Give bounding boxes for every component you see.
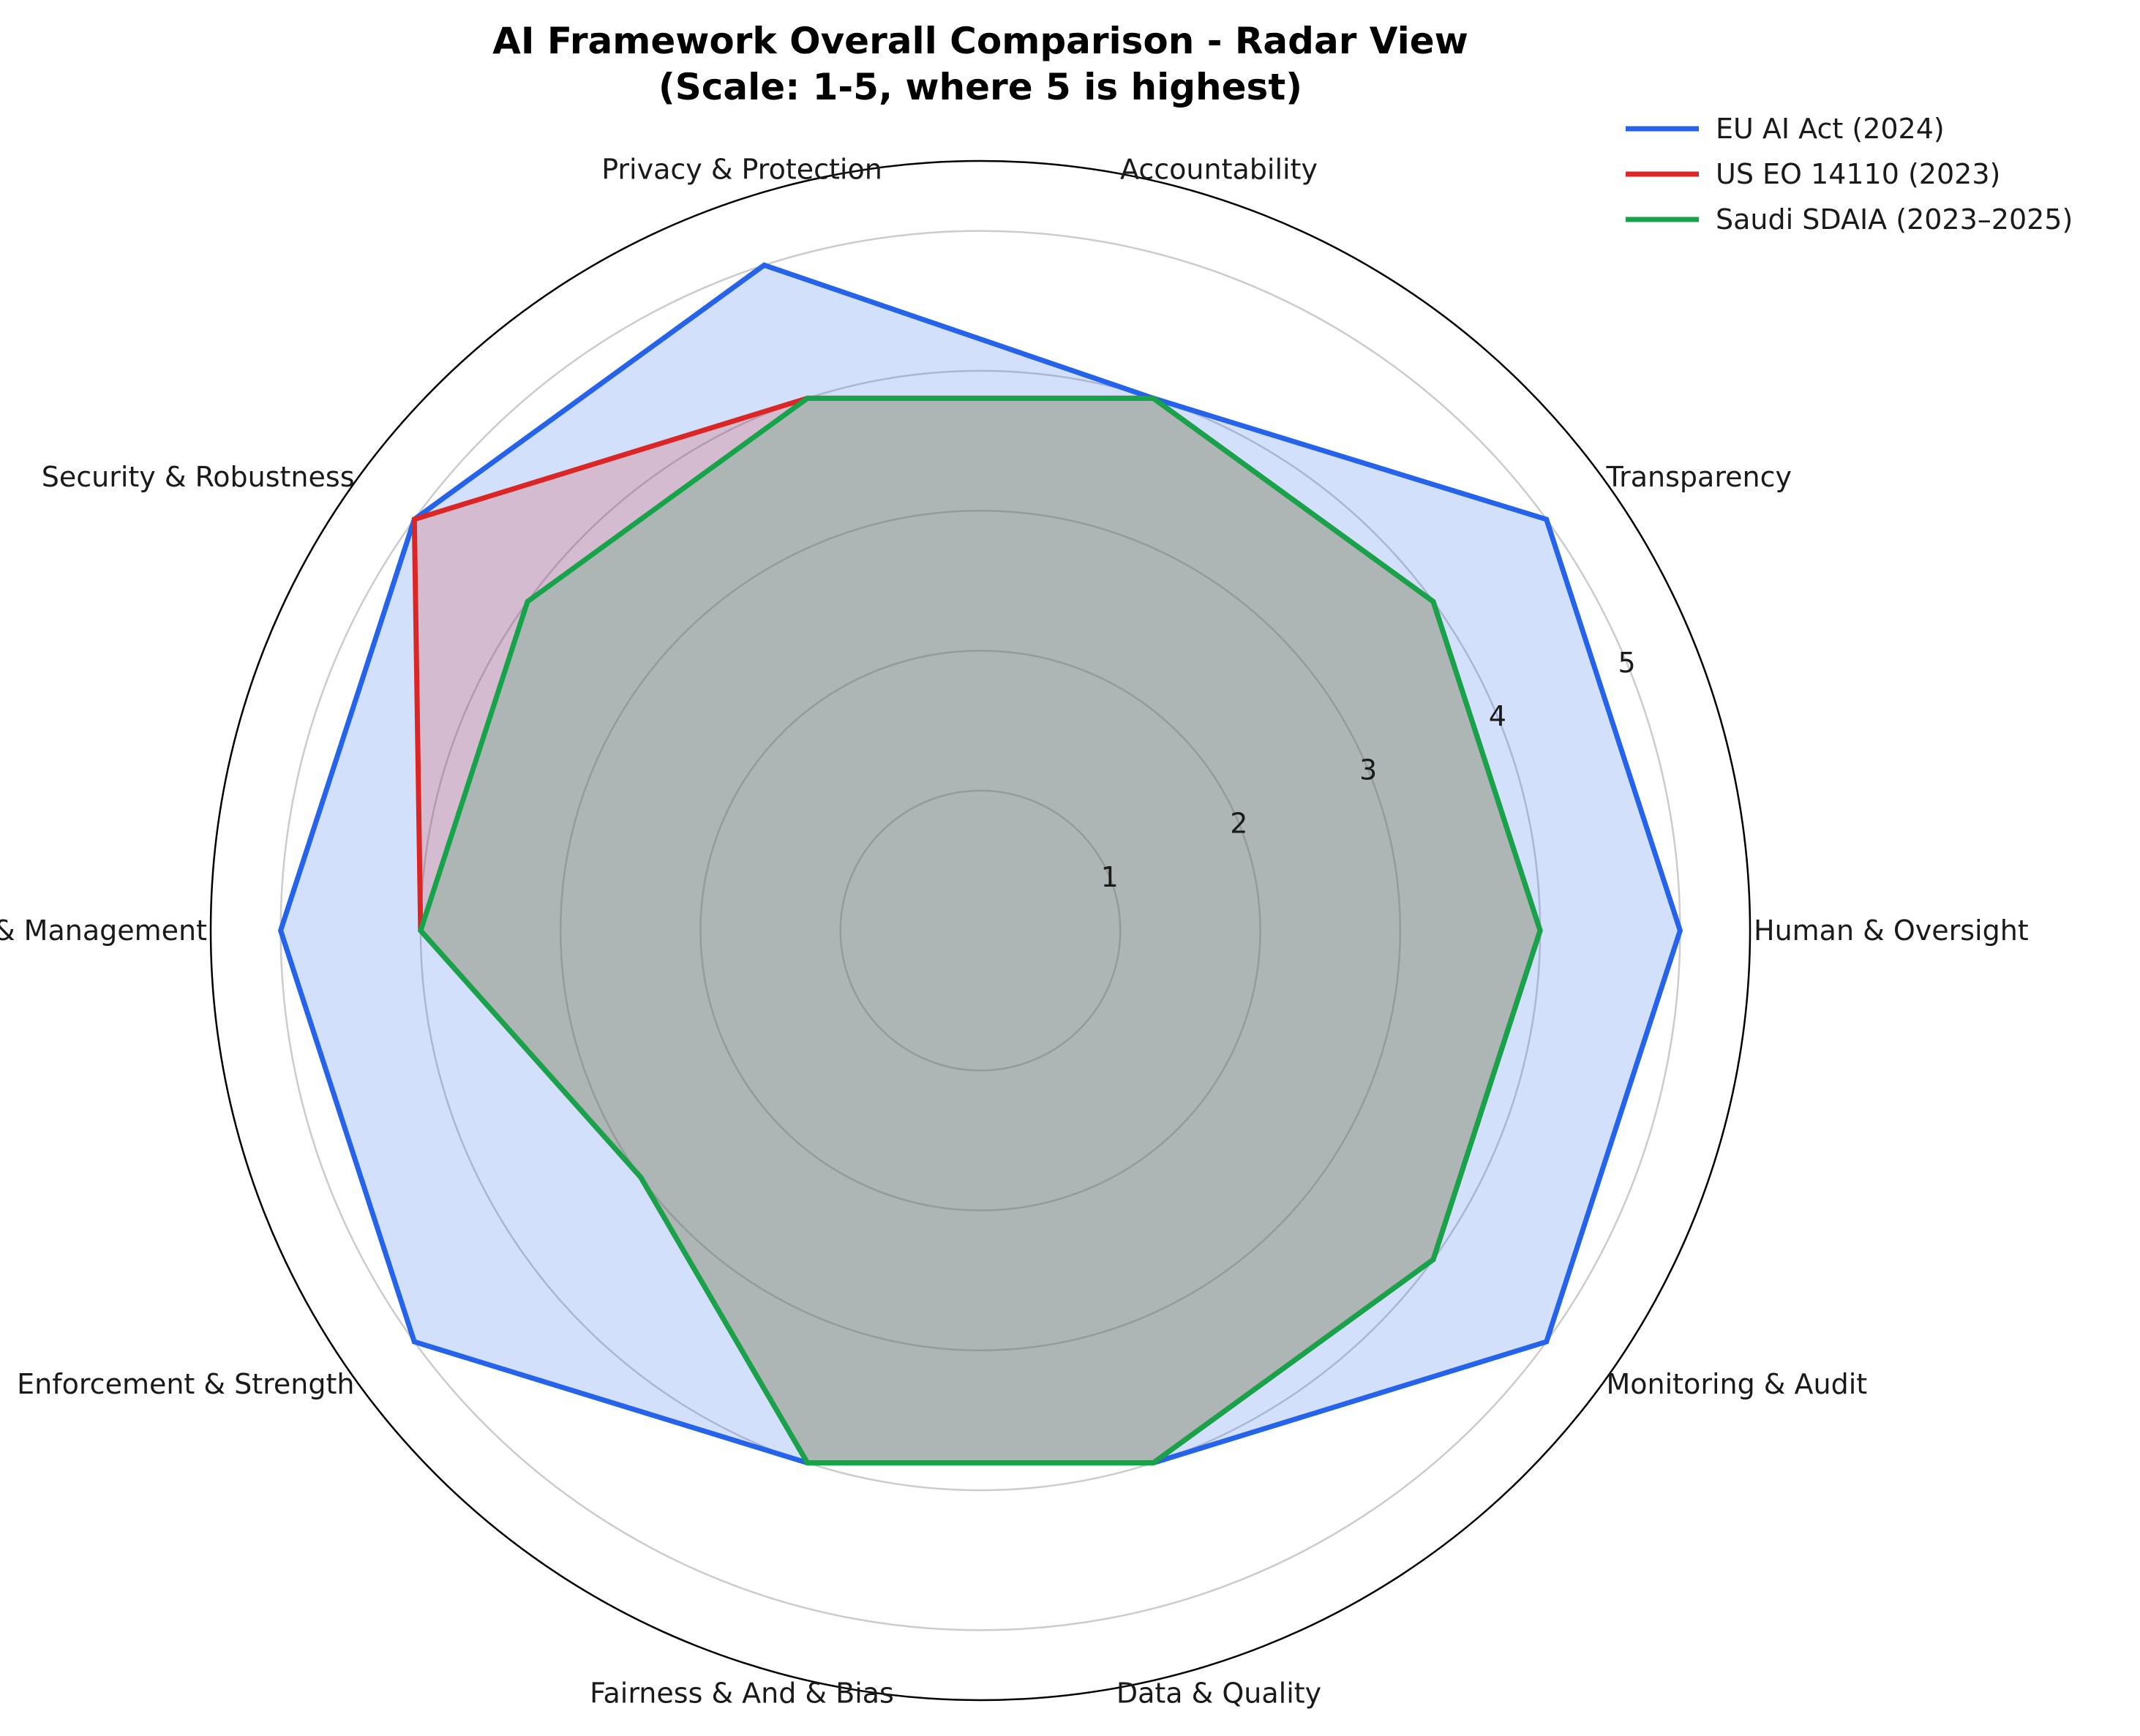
chart-title-line2: (Scale: 1-5, where 5 is highest) [658, 66, 1302, 108]
series-layer [277, 262, 1683, 1466]
axis-label-enforcement-strength: Enforcement & Strength [17, 1368, 354, 1400]
legend-label-saudi-sdaia-2023-2025: Saudi SDAIA (2023–2025) [1716, 203, 2073, 236]
radial-tick-label-2: 2 [1230, 808, 1247, 840]
legend: EU AI Act (2024) US EO 14110 (2023) Saudi … [1626, 113, 2073, 236]
chart-title-line1: AI Framework Overall Comparison - Radar … [492, 20, 1468, 62]
axis-label-security-robustness: Security & Robustness [42, 461, 355, 493]
axis-label-risk-management: Risk & Management [0, 914, 207, 947]
axis-label-human-oversight: Human & Oversight [1754, 914, 2029, 947]
legend-label-us-eo-14110-2023: US EO 14110 (2023) [1716, 158, 2000, 190]
outer-frame-circle [209, 159, 1752, 1702]
axis-label-transparency: Transparency [1606, 461, 1792, 493]
axis-label-privacy-protection: Privacy & Protection [601, 154, 882, 186]
series-fill-saudi-sdaia-2023-2025 [420, 398, 1541, 1463]
grid-circle-2 [699, 650, 1261, 1211]
radial-tick-label-3: 3 [1359, 754, 1377, 786]
series-line-saudi-sdaia-2023-2025 [417, 395, 1543, 1466]
grid-circle-3 [559, 509, 1402, 1352]
label-layer: 1 2 3 4 5 Human & Oversight Transparency Accoun… [0, 154, 2029, 1710]
series-fill-us-eo-14110-2023 [414, 398, 1541, 1463]
grid-circle-1 [839, 789, 1122, 1072]
radial-tick-label-5: 5 [1618, 647, 1636, 679]
radial-tick-label-4: 4 [1489, 700, 1506, 732]
axis-label-monitoring-audit: Monitoring & Audit [1607, 1368, 1868, 1400]
series-line-eu-ai-act-2024 [277, 262, 1683, 1466]
radial-tick-label-1: 1 [1101, 861, 1119, 893]
axis-label-accountability: Accountability [1120, 154, 1318, 186]
legend-label-eu-ai-act-2024: EU AI Act (2024) [1716, 113, 1945, 145]
axis-label-data-quality: Data & Quality [1116, 1677, 1321, 1709]
axis-label-fairness-and-bias: Fairness & And & Bias [590, 1677, 894, 1709]
